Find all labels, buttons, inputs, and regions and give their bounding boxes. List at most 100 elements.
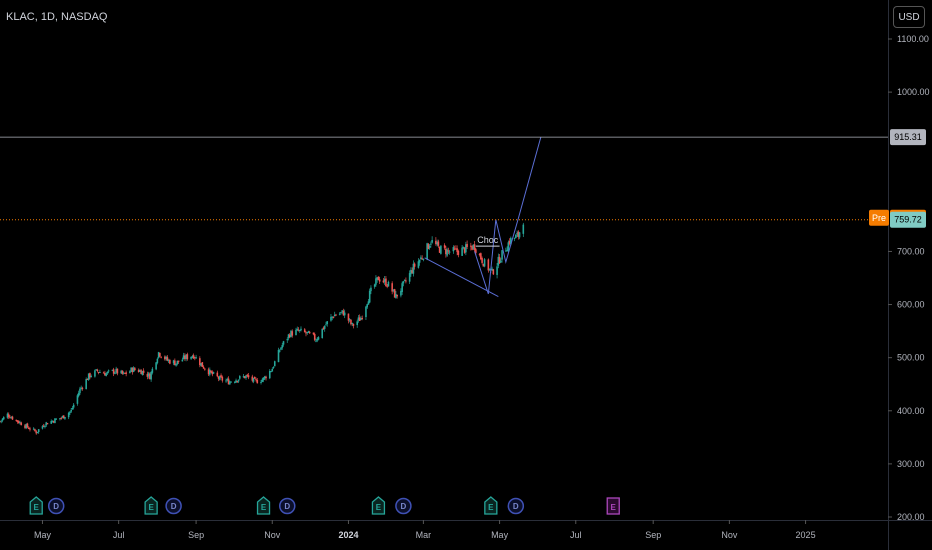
- candle-body: [245, 375, 247, 378]
- candle-body: [149, 373, 151, 380]
- candle-body: [212, 372, 215, 374]
- candle-body: [150, 372, 152, 380]
- candle-body: [518, 232, 521, 238]
- candle-body: [443, 245, 446, 248]
- candle-body: [358, 317, 361, 322]
- earnings-marker[interactable]: E: [371, 496, 386, 515]
- candle-body: [308, 332, 311, 334]
- candle-body: [247, 375, 250, 378]
- candle-body: [151, 368, 154, 373]
- dividend-marker[interactable]: D: [165, 497, 182, 515]
- candle-body: [348, 319, 351, 321]
- candle-body: [64, 416, 66, 419]
- time-axis[interactable]: May Jul Sep Nov 2024 Mar May Jul Sep Nov 2025: [0, 520, 932, 540]
- candle-body: [307, 331, 310, 333]
- candle-body: [86, 379, 89, 381]
- candle-body: [85, 379, 87, 390]
- candle-body: [102, 372, 105, 374]
- trendline-drawings[interactable]: Choc: [424, 137, 542, 298]
- price-tick-label: 600.00: [897, 300, 925, 310]
- candle-body: [90, 375, 92, 377]
- candle-body: [446, 249, 448, 256]
- earnings-marker[interactable]: E: [256, 496, 271, 515]
- candle-body: [360, 318, 362, 320]
- candle-body: [445, 248, 447, 255]
- time-tick-label: 2024: [338, 530, 358, 540]
- candle-body: [286, 339, 289, 341]
- earnings-letter: E: [376, 503, 382, 512]
- upcoming-earnings-marker[interactable]: E: [606, 497, 620, 515]
- candle-body: [96, 369, 99, 372]
- candle-body: [111, 369, 114, 371]
- dividend-letter: D: [513, 502, 519, 511]
- candle-body: [97, 371, 100, 373]
- candle-body: [55, 418, 58, 420]
- candle-body: [104, 372, 106, 376]
- candle-body: [235, 380, 237, 383]
- candle-body: [316, 339, 319, 341]
- candle-body: [35, 431, 38, 434]
- candle-body: [457, 250, 460, 255]
- candle-body: [79, 388, 81, 394]
- candle-body: [17, 421, 20, 424]
- price-tick-label: 1100.00: [897, 34, 929, 44]
- candle-body: [234, 381, 236, 383]
- candle-body: [87, 373, 90, 380]
- price-axis[interactable]: 1100.00 1000.00 700.00 600.00 500.00 400.00 30…: [888, 0, 930, 550]
- currency-button[interactable]: USD: [893, 6, 925, 28]
- earnings-marker[interactable]: E: [484, 496, 498, 515]
- candle-body: [72, 404, 75, 408]
- earnings-marker[interactable]: E: [144, 496, 158, 515]
- time-tick-label: May: [491, 530, 509, 540]
- symbol-title: KLAC, 1D, NASDAQ: [6, 11, 108, 23]
- dividend-letter: D: [171, 502, 177, 511]
- dividend-marker[interactable]: D: [507, 497, 525, 515]
- candle-body: [418, 259, 421, 263]
- candle-body: [456, 248, 458, 252]
- dividend-marker[interactable]: D: [279, 497, 296, 515]
- candle-body: [497, 256, 500, 266]
- candle-body: [261, 379, 264, 382]
- candle-body: [280, 347, 282, 350]
- horizontal-lines[interactable]: [0, 136, 888, 221]
- candle-body: [356, 321, 358, 326]
- candle-body: [41, 426, 44, 429]
- candle-body: [44, 425, 46, 428]
- candle-body: [448, 251, 451, 253]
- candle-body: [298, 329, 301, 331]
- candle-body: [515, 234, 517, 239]
- candle-body: [99, 371, 101, 373]
- dividend-marker[interactable]: D: [47, 497, 65, 515]
- candle-body: [16, 420, 19, 422]
- candle-body: [251, 376, 254, 381]
- candle-body: [386, 285, 388, 287]
- candle-body: [417, 261, 420, 268]
- candle-body: [300, 328, 302, 331]
- candle-body: [466, 244, 468, 247]
- time-tick-label: Mar: [416, 530, 432, 540]
- candle-body: [175, 363, 177, 366]
- candle-body: [25, 424, 28, 429]
- candle-body: [377, 276, 380, 281]
- candle-body: [402, 281, 405, 284]
- candle-body: [440, 245, 442, 254]
- candle-body: [217, 376, 220, 379]
- candle-body: [408, 273, 411, 282]
- candle-body: [120, 370, 122, 374]
- candle-body: [438, 246, 441, 253]
- candle-body: [272, 367, 275, 369]
- candle-body: [27, 427, 30, 429]
- earnings-marker[interactable]: E: [29, 496, 43, 515]
- candle-body: [182, 355, 185, 360]
- candle-body: [412, 263, 415, 274]
- price-tick-label: 500.00: [897, 353, 925, 363]
- candle-body: [19, 422, 21, 424]
- candle-body: [46, 423, 49, 425]
- candle-body: [191, 356, 194, 358]
- candle-body: [313, 334, 316, 340]
- candle-body: [204, 368, 206, 370]
- dividend-marker[interactable]: D: [395, 497, 412, 515]
- candle-body: [236, 380, 239, 382]
